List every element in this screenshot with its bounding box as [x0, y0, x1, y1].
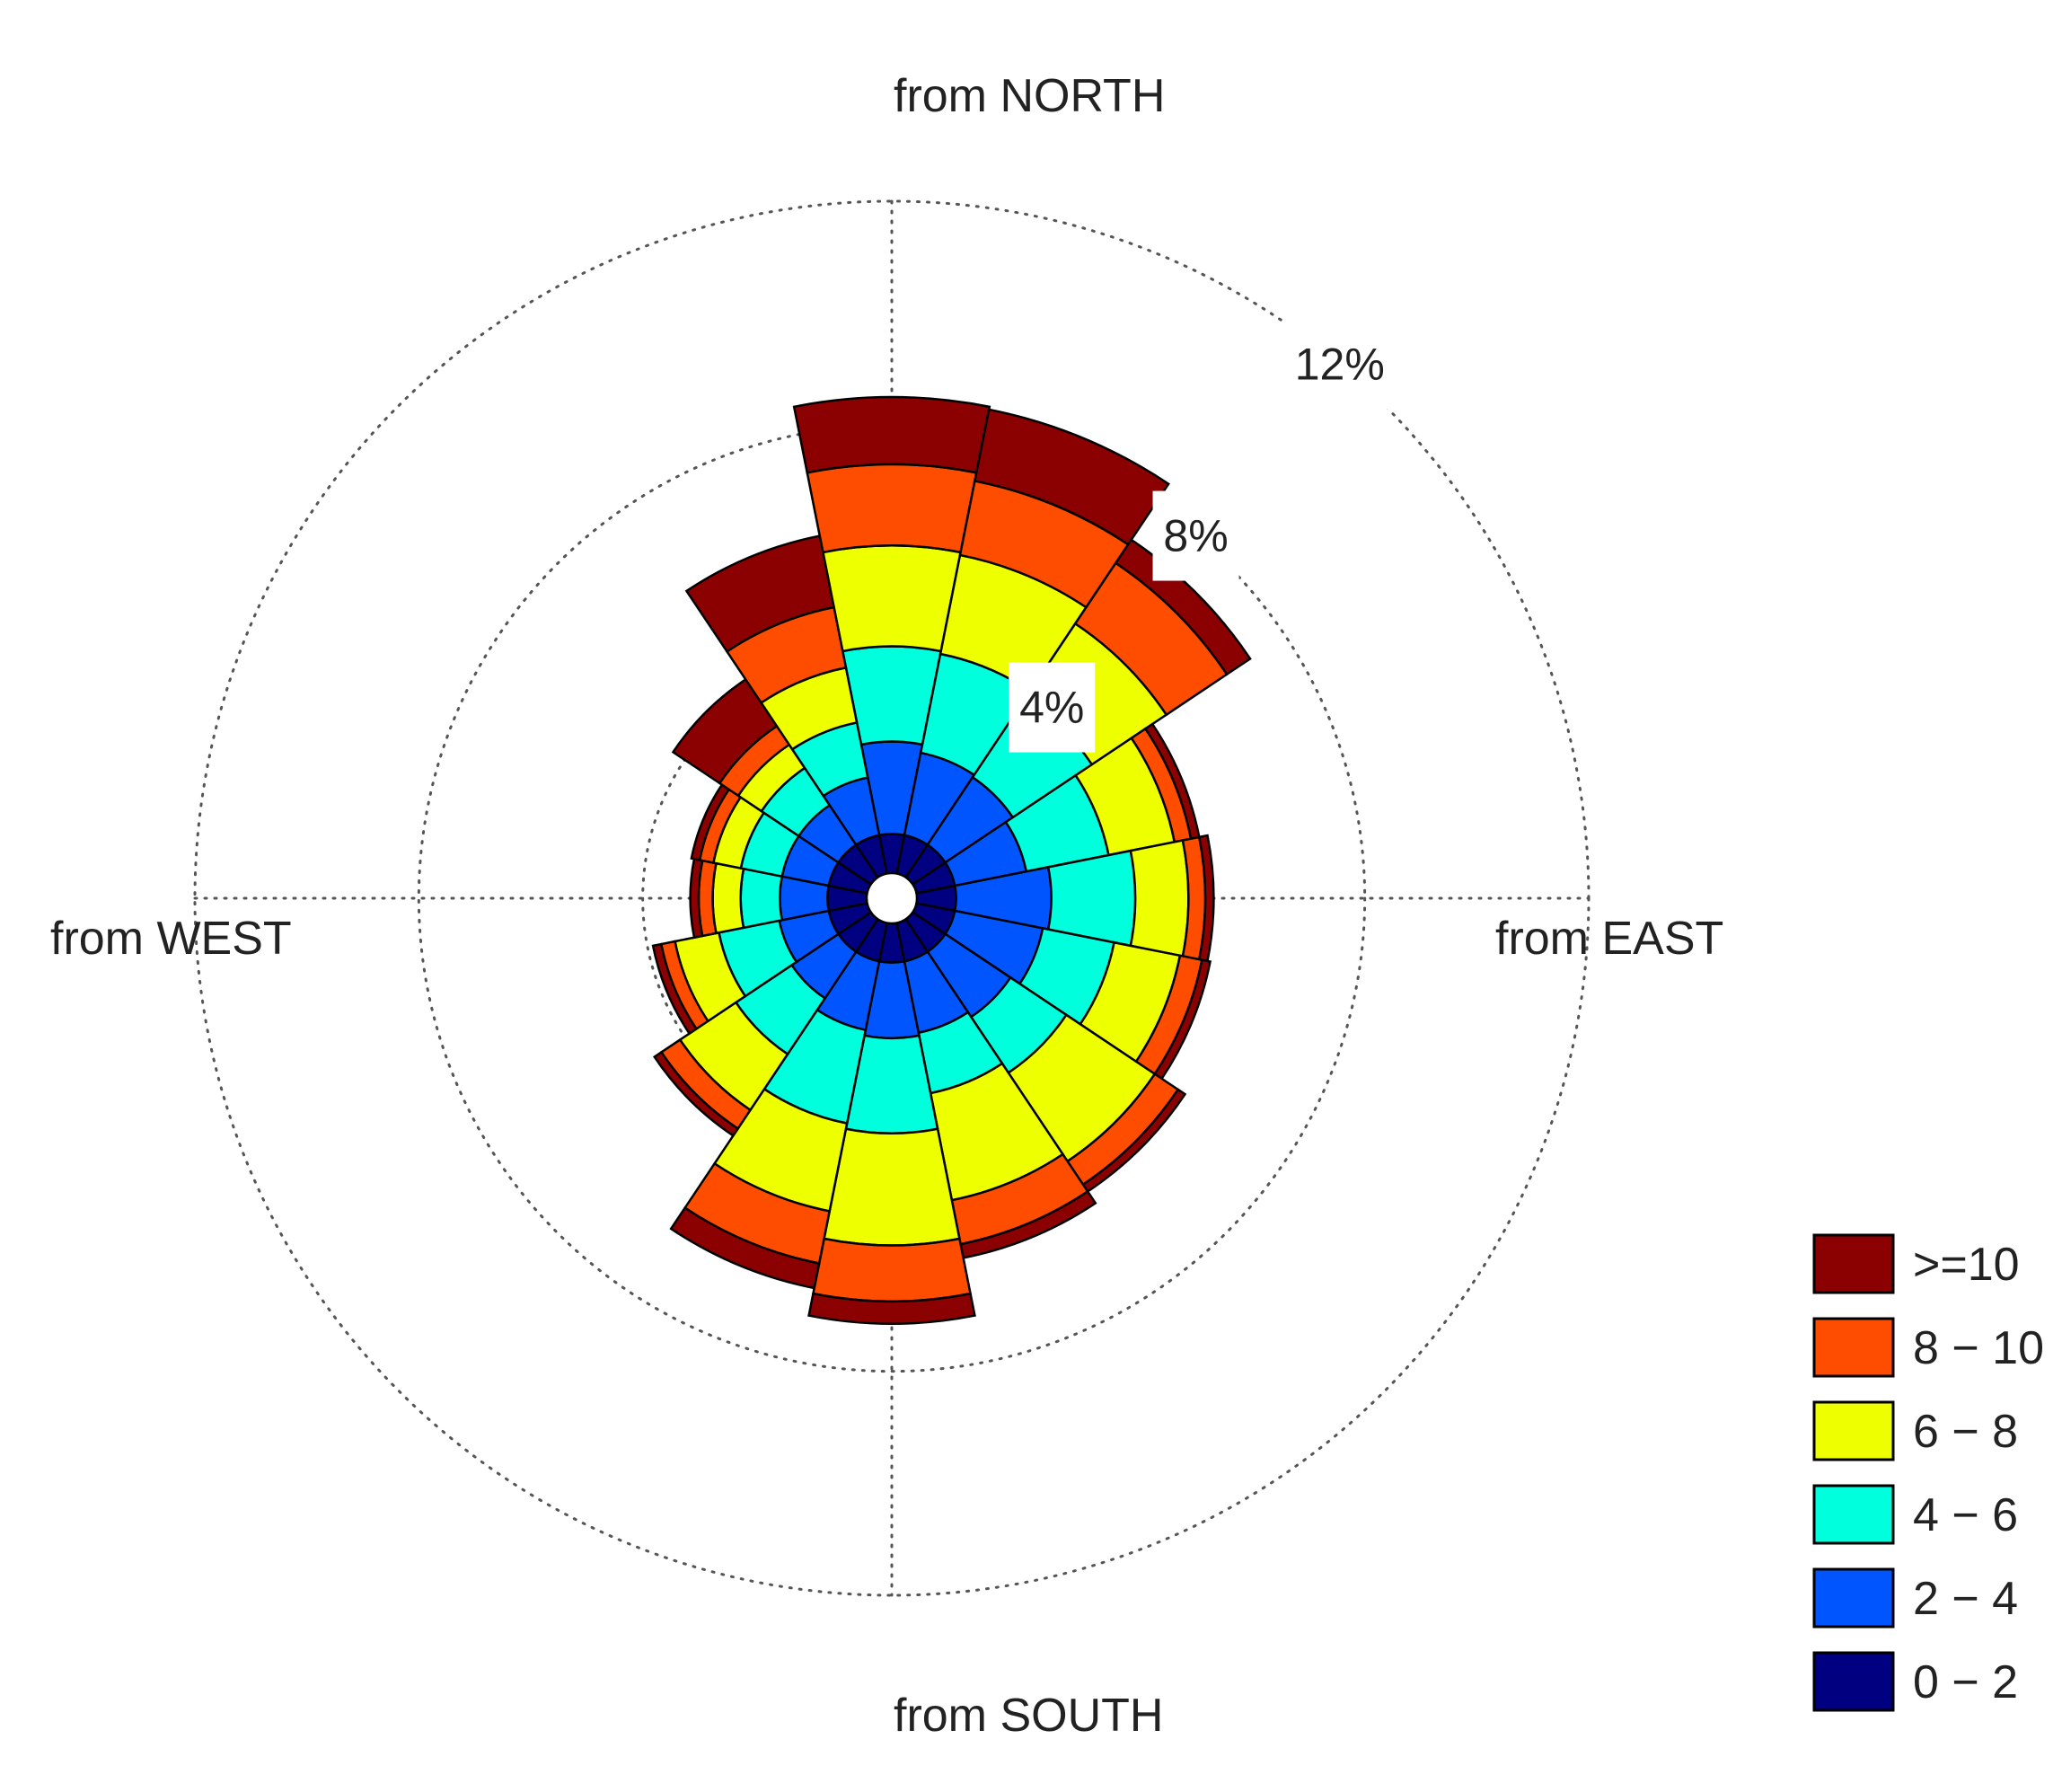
wedge-sector-12-bin-2 [739, 867, 784, 930]
legend-label-2: 6 − 8 [1913, 1406, 2018, 1458]
center-hole [865, 871, 919, 925]
ring-label-box-12 [1283, 319, 1396, 410]
wedge-sector-8-bin-3 [823, 1127, 961, 1247]
legend-swatch-2 [1812, 1400, 1895, 1461]
grid-ring-8 [417, 423, 1367, 1373]
wedge-sector-0-bin-4 [806, 463, 978, 554]
label-from-east: from EAST [1495, 913, 1723, 965]
wedge-sector-8-bin-5 [807, 1292, 976, 1325]
legend-label-3: 4 − 6 [1913, 1489, 2018, 1541]
label-from-south: from SOUTH [894, 1690, 1163, 1742]
wedge-sector-12-bin-3 [711, 861, 745, 935]
legend-swatch-5 [1812, 1651, 1895, 1712]
label-from-west: from WEST [50, 913, 292, 965]
ring-label-box-4 [1009, 662, 1096, 753]
ring-label-4: 4% [1019, 683, 1084, 733]
wedge-sector-9-bin-5 [669, 1205, 821, 1290]
legend-swatch-4 [1812, 1567, 1895, 1629]
legend-swatch-3 [1812, 1484, 1895, 1545]
wedge-sector-8-bin-4 [811, 1237, 973, 1303]
legend-label-5: 0 − 2 [1913, 1656, 2018, 1708]
direction-labels: from NORTH from EAST from SOUTH from WES… [50, 70, 1723, 1742]
wind-rose-wedges [651, 395, 1252, 1325]
ring-label-box-8 [1152, 490, 1239, 581]
legend-label-4: 2 − 4 [1913, 1573, 2018, 1625]
wedge-sector-0-bin-3 [821, 544, 963, 653]
ring-labels: 4% 8% 12% [1009, 319, 1396, 753]
legend-label-1: 8 − 10 [1913, 1322, 2044, 1374]
ring-label-12: 12% [1295, 340, 1385, 390]
label-from-north: from NORTH [894, 70, 1165, 122]
legend-swatch-0 [1812, 1233, 1895, 1294]
wedge-sector-0-bin-5 [792, 395, 991, 474]
wedge-sector-11-bin-5 [651, 942, 699, 1036]
wedge-sector-4-bin-3 [1129, 839, 1190, 958]
legend-label-0: >=10 [1913, 1239, 2020, 1291]
ring-label-8: 8% [1163, 511, 1228, 561]
speed-legend: >=10 8 − 10 6 − 8 4 − 6 2 − 4 0 − 2 [1812, 1233, 2044, 1712]
wedge-sector-1-bin-5 [973, 408, 1170, 546]
wedge-sector-10-bin-5 [652, 1050, 740, 1138]
wedge-sector-15-bin-5 [684, 534, 836, 654]
legend-swatch-1 [1812, 1317, 1895, 1378]
